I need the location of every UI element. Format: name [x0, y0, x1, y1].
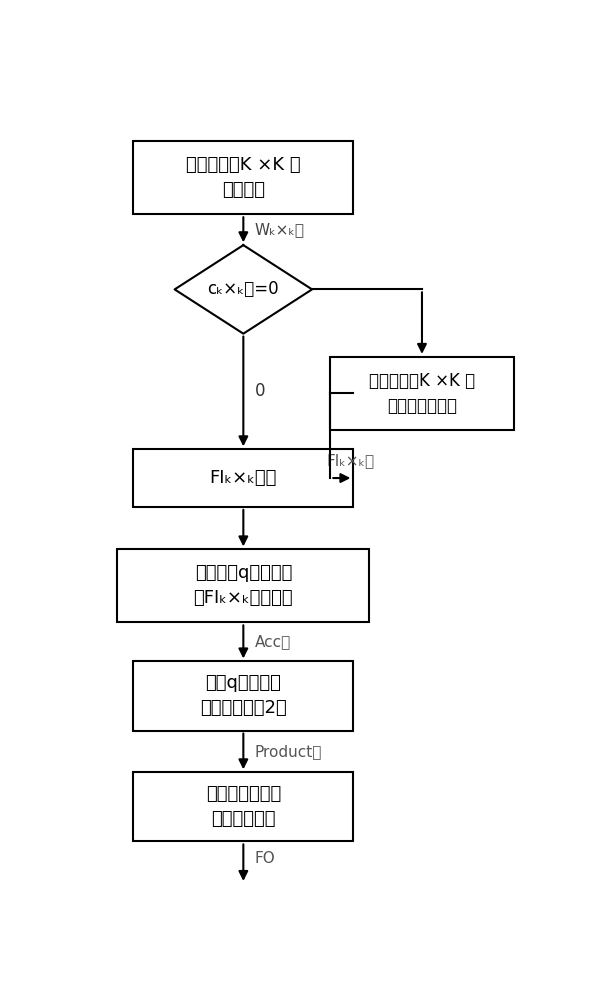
Text: 0: 0	[255, 382, 265, 400]
Text: 输入尺寸为K ×K 噯
的卷积核: 输入尺寸为K ×K 噯 的卷积核	[186, 156, 301, 199]
Text: FIₖ×ₖ噯: FIₖ×ₖ噯	[327, 454, 375, 469]
Text: 累加乘积以获得
卷积运算结果: 累加乘积以获得 卷积运算结果	[206, 785, 281, 828]
Polygon shape	[174, 245, 312, 334]
Text: Productᴯ: Productᴯ	[255, 744, 322, 759]
Bar	[134, 449, 353, 507]
Text: 将每一个q比特对应
的FIₖ×ₖ噯噯相加: 将每一个q比特对应 的FIₖ×ₖ噯噯相加	[193, 564, 293, 607]
Text: cₖ×ₖ噯=0: cₖ×ₖ噯=0	[207, 280, 279, 298]
Text: 输入尺寸为K ×K 噯
的输入特征图谱: 输入尺寸为K ×K 噯 的输入特征图谱	[369, 372, 475, 415]
Text: Accᴯ: Accᴯ	[255, 634, 291, 649]
Text: FIₖ×ₖ噯噯: FIₖ×ₖ噯噯	[210, 469, 277, 487]
Text: FO: FO	[255, 851, 275, 866]
Bar	[118, 549, 369, 622]
Bar	[330, 357, 514, 430]
Text: 将每q比特下的
累加结果乘以2ᴯ: 将每q比特下的 累加结果乘以2ᴯ	[200, 674, 287, 717]
Bar	[134, 772, 353, 841]
Bar	[134, 141, 353, 214]
Text: Wₖ×ₖ噯: Wₖ×ₖ噯	[255, 222, 305, 237]
Bar	[134, 661, 353, 731]
